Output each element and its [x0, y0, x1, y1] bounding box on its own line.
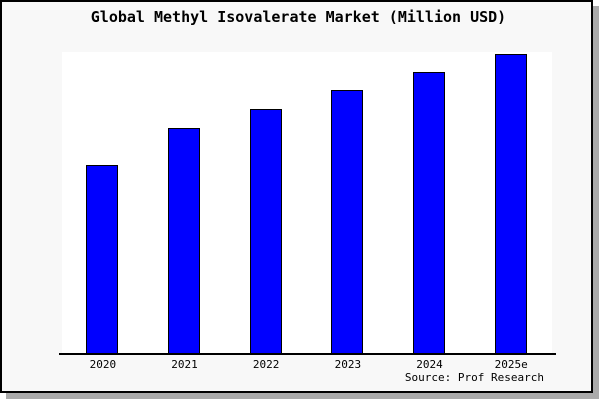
source-credit: Source: Prof Research — [404, 371, 544, 384]
bar-2023 — [331, 89, 364, 354]
x-tick-label-2021: 2021 — [171, 358, 198, 371]
chart-title: Global Methyl Isovalerate Market (Millio… — [90, 8, 507, 26]
bar-2025e — [494, 53, 527, 354]
x-tick-label-2020: 2020 — [89, 358, 117, 371]
x-tick-label-2024: 2024 — [416, 358, 443, 371]
bar-2020 — [86, 165, 119, 354]
bar-2022 — [249, 108, 282, 354]
x-tick-label-2022: 2022 — [252, 358, 280, 371]
bar-2021 — [168, 127, 200, 354]
plot-area — [62, 52, 552, 354]
chart-window: Global Methyl Isovalerate Market (Millio… — [0, 0, 593, 393]
x-tick-label-2025e: 2025e — [494, 358, 528, 371]
x-axis-labels: 2020 2021 2022 2023 2024 2025e — [2, 358, 600, 372]
x-axis-line — [59, 353, 556, 355]
x-tick-label-2023: 2023 — [334, 358, 362, 371]
bar-2024 — [413, 71, 445, 354]
